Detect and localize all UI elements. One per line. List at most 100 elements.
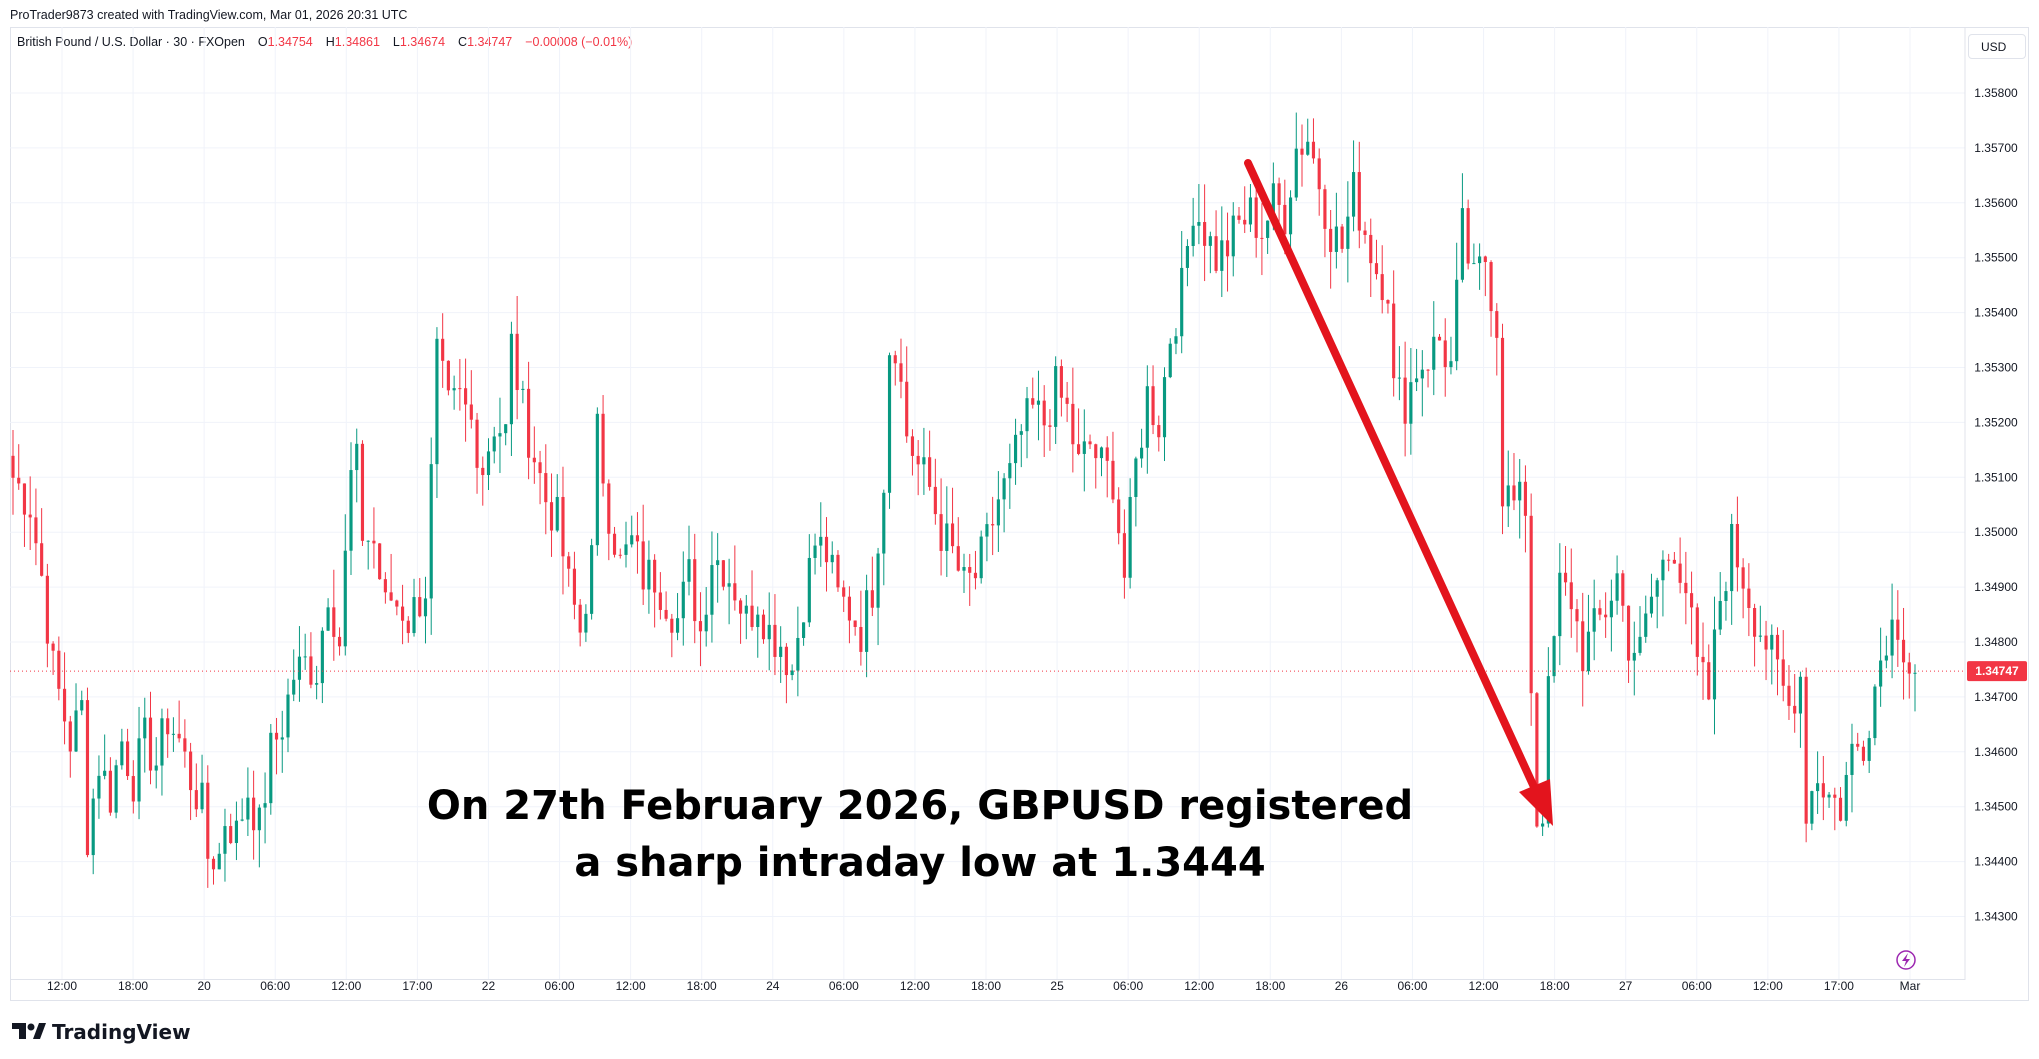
candle-body [922, 457, 926, 465]
candle-body [1546, 676, 1550, 824]
tradingview-logo[interactable]: TradingView [12, 1020, 191, 1044]
candle-body [1140, 447, 1144, 459]
candle-body [1346, 216, 1350, 249]
candle-body [1890, 619, 1894, 656]
candle-body [945, 523, 949, 551]
candle-body [1753, 607, 1757, 637]
candle-body [171, 733, 175, 735]
candle-body [744, 605, 748, 614]
time-tick-label: 06:00 [1397, 979, 1427, 993]
candle-body [1437, 336, 1442, 341]
candle-body [1689, 593, 1694, 608]
candle-body [595, 413, 599, 546]
currency-button[interactable]: USD [1968, 34, 2026, 59]
candle-body [1529, 515, 1533, 694]
candle-body [34, 517, 38, 544]
candle-body [733, 583, 737, 601]
candle-body [166, 718, 170, 735]
candle-body [1626, 605, 1631, 661]
candle-body [372, 540, 376, 544]
candle-body [905, 381, 909, 437]
time-tick-label: 12:00 [47, 979, 77, 993]
candle-body [653, 559, 657, 593]
candle-body [612, 533, 617, 555]
candle-body [1644, 613, 1648, 637]
candle-body [1844, 774, 1848, 821]
candle-body [1604, 614, 1608, 618]
candle-body [618, 554, 622, 556]
candle-body [1684, 582, 1688, 594]
low-value: 1.34674 [399, 35, 446, 49]
candle-body [1913, 672, 1917, 674]
candle-body [887, 355, 892, 493]
candle-body [1821, 783, 1825, 798]
candle-body [813, 545, 817, 558]
candle-body [1770, 634, 1774, 650]
candle-body [326, 607, 330, 631]
candle-body [1850, 743, 1854, 775]
candle-body [62, 688, 67, 722]
candle-body [1306, 141, 1310, 155]
time-tick-label: Mar [1900, 979, 1921, 993]
candle-body [1787, 685, 1791, 706]
close-value: 1.34747 [467, 35, 513, 49]
candle-body [1357, 172, 1361, 231]
candle-body [830, 554, 834, 563]
candle-body [1191, 225, 1195, 247]
candle-body [973, 572, 978, 579]
candle-body [1678, 563, 1682, 583]
time-tick-label: 18:00 [1255, 979, 1285, 993]
candle-body [452, 388, 456, 391]
candle-body [148, 717, 153, 771]
candle-body [1082, 441, 1086, 454]
candle-body [1088, 441, 1092, 445]
candle-body [1340, 226, 1344, 249]
candle-body [1128, 496, 1132, 578]
candle-body [400, 606, 405, 621]
candle-body [481, 467, 485, 476]
tradingview-logo-icon [12, 1023, 46, 1039]
candle-body [509, 333, 513, 425]
candle-body [1048, 425, 1052, 427]
candle-body [899, 363, 903, 382]
candle-body [1180, 267, 1184, 337]
price-tick-label: 1.34600 [1974, 745, 2018, 759]
time-tick-label: 27 [1619, 979, 1633, 993]
candle-body [1672, 559, 1676, 564]
candle-body [1317, 158, 1321, 190]
candle-body [498, 433, 502, 437]
candle-body [22, 483, 27, 515]
candle-body [1300, 148, 1304, 155]
candle-body [1019, 431, 1023, 435]
candle-body [1409, 382, 1413, 424]
candle-body [1804, 676, 1808, 824]
candle-body [1598, 608, 1602, 615]
candle-body [177, 733, 181, 739]
candle-body [366, 540, 370, 542]
candle-body [727, 583, 731, 587]
candle-body [475, 419, 479, 468]
candle-body [590, 545, 594, 614]
candle-body [1420, 369, 1424, 379]
candle-body [1884, 655, 1888, 661]
flash-icon[interactable] [1896, 950, 1916, 970]
symbol-name[interactable]: British Pound / U.S. Dollar · 30 · FXOpe… [17, 35, 245, 49]
candle-body [1667, 559, 1671, 561]
candle-body [1329, 228, 1333, 252]
tradingview-logo-text: TradingView [52, 1020, 191, 1044]
candle-body [1002, 478, 1006, 500]
candle-body [876, 553, 880, 608]
candle-body [756, 614, 760, 628]
candle-body [802, 622, 806, 638]
candle-body [1827, 794, 1831, 798]
candle-body [68, 721, 72, 752]
candle-body [1781, 659, 1785, 686]
candle-body [1707, 662, 1711, 700]
candle-body [1695, 607, 1699, 657]
annotation-text: On 27th February 2026, GBPUSD registered… [330, 778, 1510, 892]
candle-body [1288, 197, 1293, 235]
candle-body [504, 424, 508, 434]
candle-body [74, 710, 78, 752]
candle-body [1071, 403, 1075, 445]
